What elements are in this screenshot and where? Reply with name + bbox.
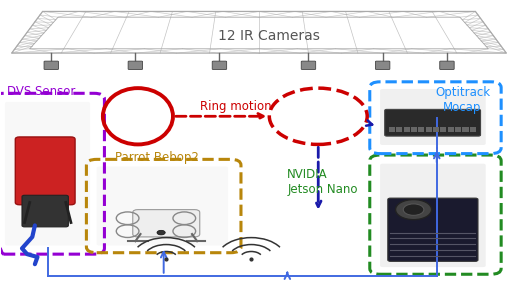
FancyBboxPatch shape: [16, 137, 75, 205]
FancyBboxPatch shape: [22, 195, 68, 227]
FancyBboxPatch shape: [455, 128, 461, 131]
FancyBboxPatch shape: [389, 128, 395, 131]
Text: Ring motion: Ring motion: [200, 100, 271, 113]
FancyBboxPatch shape: [440, 61, 454, 70]
FancyBboxPatch shape: [433, 128, 439, 131]
Text: NVIDIA
Jetson Nano: NVIDIA Jetson Nano: [287, 168, 358, 196]
FancyBboxPatch shape: [463, 128, 469, 131]
FancyBboxPatch shape: [426, 128, 432, 131]
FancyBboxPatch shape: [212, 61, 227, 70]
FancyBboxPatch shape: [97, 166, 228, 246]
FancyBboxPatch shape: [380, 89, 486, 145]
FancyBboxPatch shape: [133, 210, 200, 237]
FancyBboxPatch shape: [448, 128, 454, 131]
FancyBboxPatch shape: [44, 61, 59, 70]
FancyBboxPatch shape: [404, 128, 410, 131]
FancyBboxPatch shape: [385, 109, 481, 136]
Text: Parrot Bebop2: Parrot Bebop2: [115, 151, 198, 164]
FancyBboxPatch shape: [380, 164, 486, 267]
Text: Optitrack
Mocap: Optitrack Mocap: [435, 86, 490, 115]
FancyBboxPatch shape: [418, 128, 424, 131]
FancyBboxPatch shape: [396, 128, 402, 131]
FancyBboxPatch shape: [440, 128, 447, 131]
FancyBboxPatch shape: [301, 61, 315, 70]
FancyBboxPatch shape: [128, 61, 142, 70]
Text: DVS Sensor: DVS Sensor: [7, 85, 75, 98]
Circle shape: [396, 200, 431, 220]
FancyBboxPatch shape: [5, 102, 90, 246]
FancyBboxPatch shape: [411, 128, 417, 131]
Circle shape: [403, 204, 424, 215]
FancyBboxPatch shape: [470, 128, 476, 131]
FancyBboxPatch shape: [388, 198, 478, 261]
FancyBboxPatch shape: [376, 61, 390, 70]
Text: 12 IR Cameras: 12 IR Cameras: [219, 29, 320, 43]
Circle shape: [157, 230, 165, 235]
